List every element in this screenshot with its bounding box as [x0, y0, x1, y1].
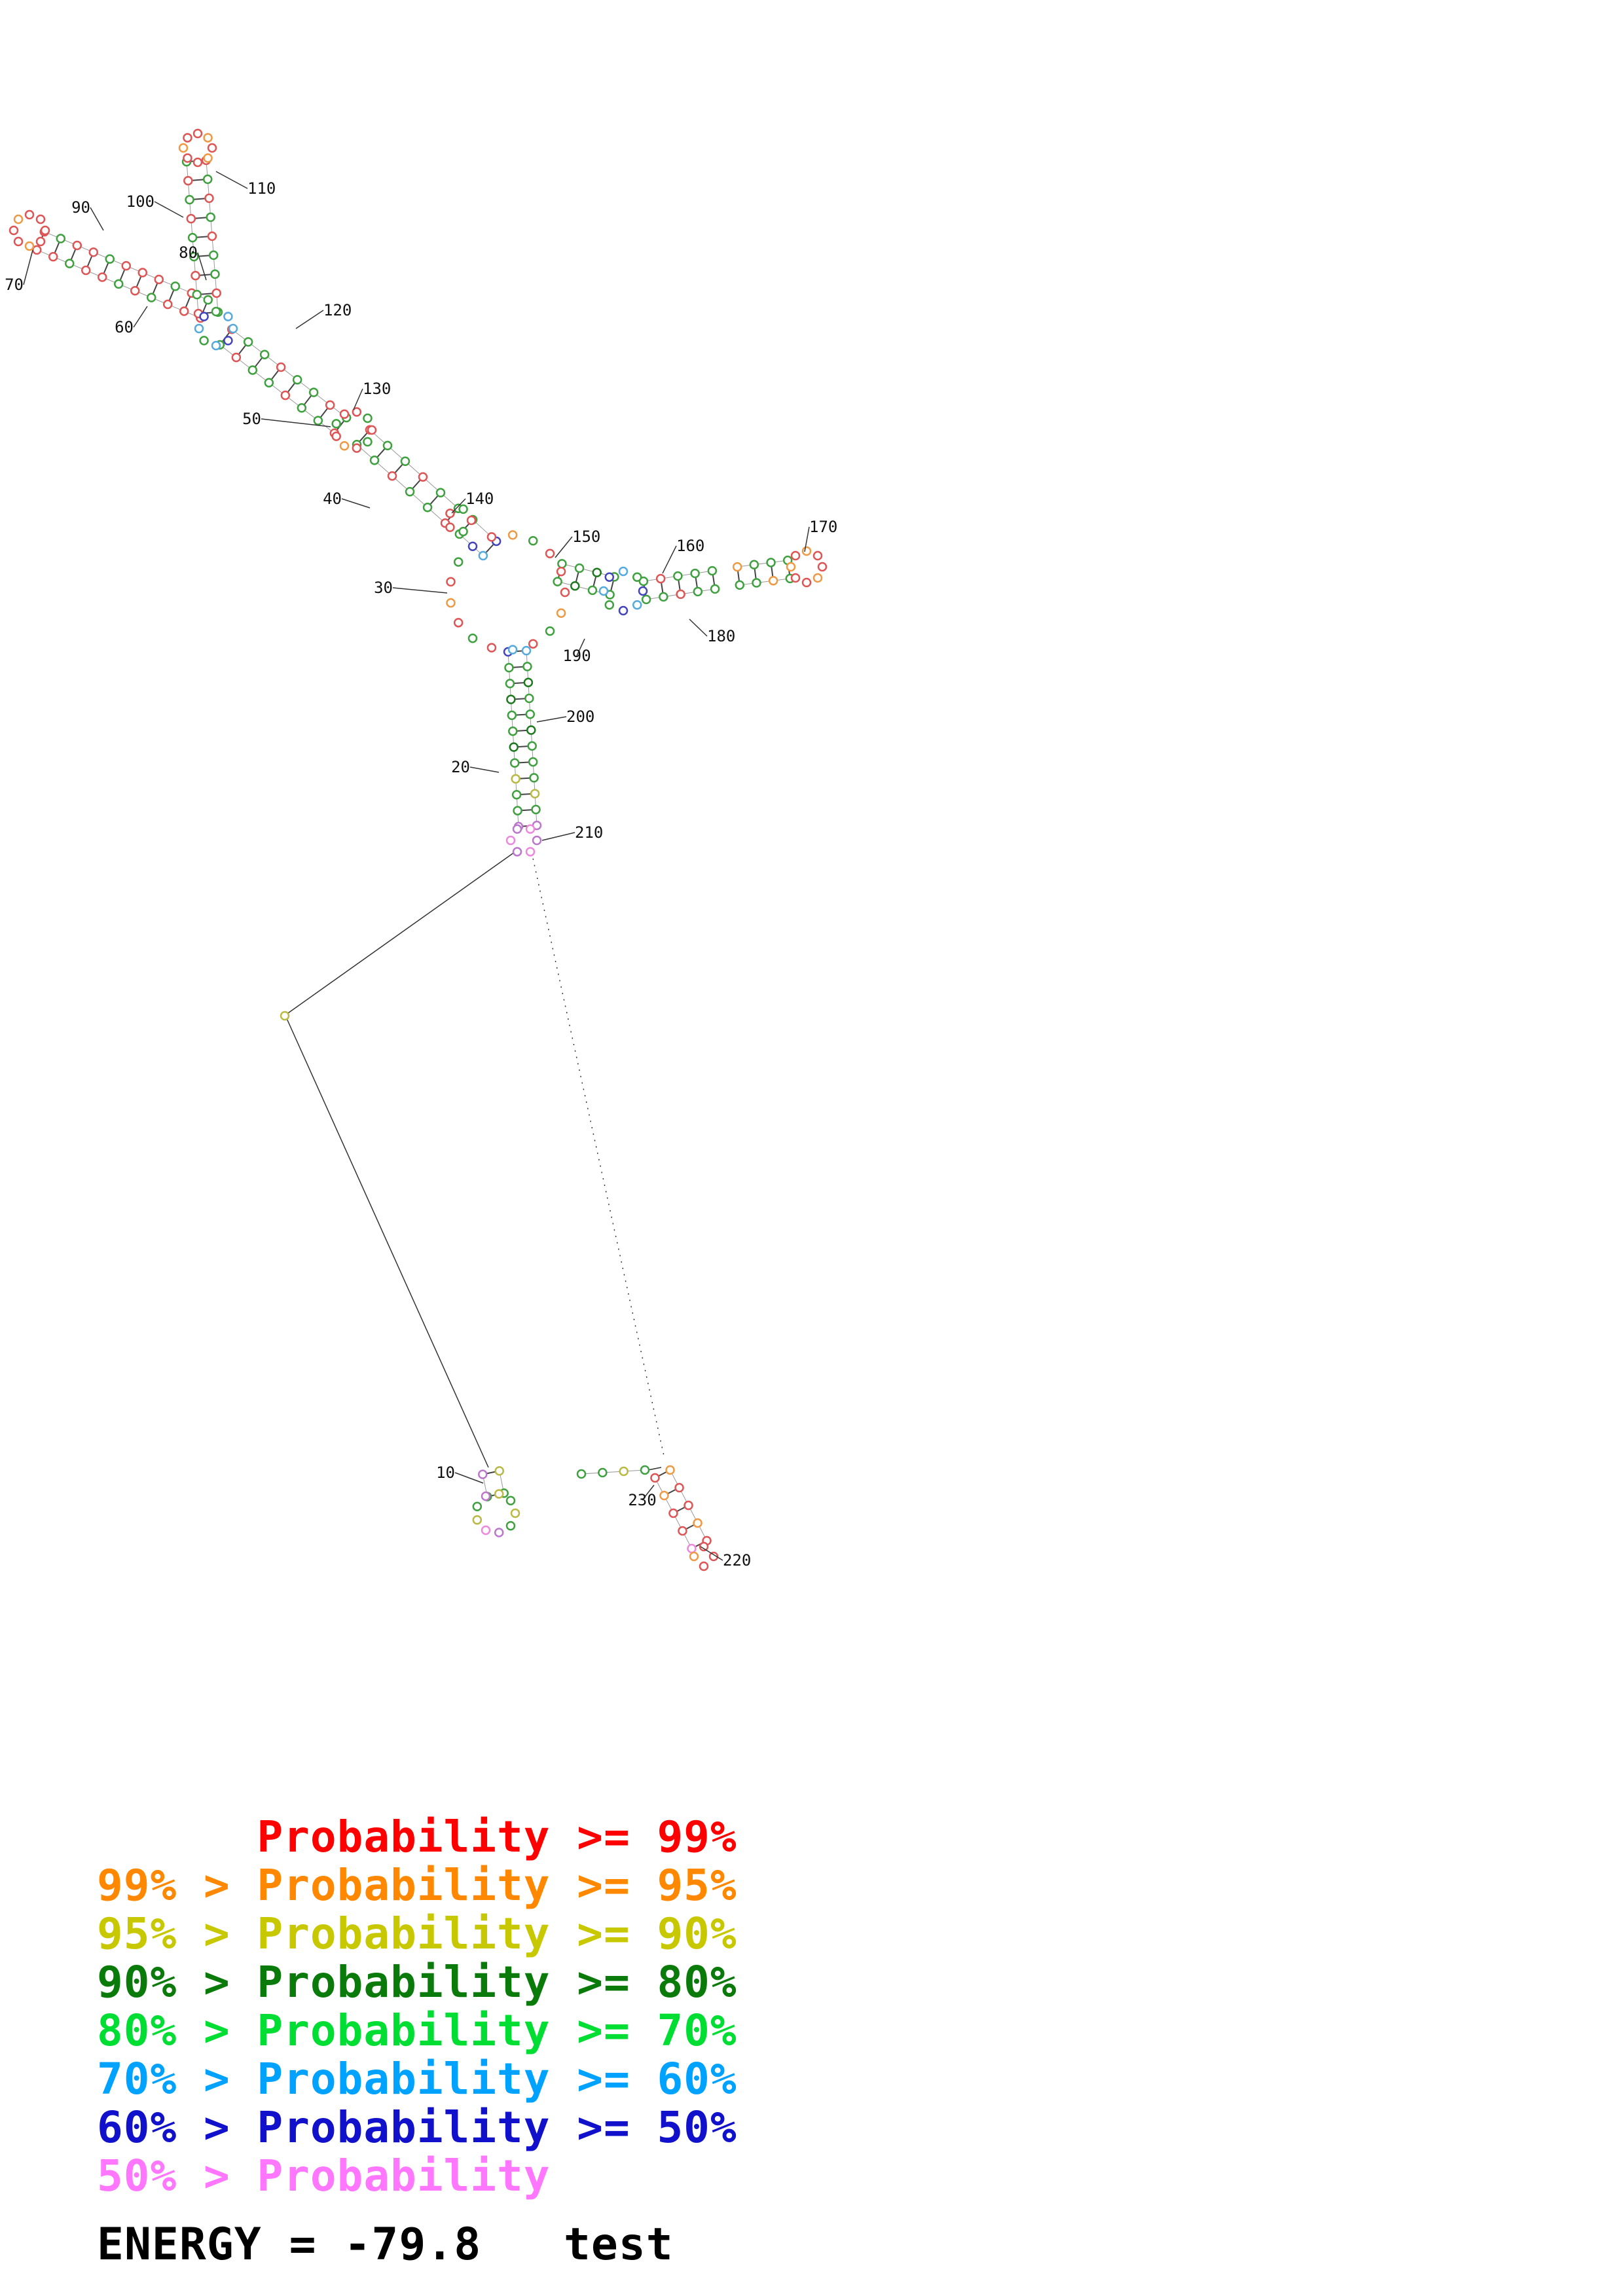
nucleotide-number-label: 150 — [572, 528, 600, 546]
nucleotide-number-label: 30 — [374, 579, 393, 597]
nucleotide-number-label: 190 — [562, 647, 591, 665]
nucleotide-number-label: 90 — [71, 198, 90, 217]
nucleotide-number-label: 140 — [465, 490, 494, 508]
nucleotide-number-label: 120 — [323, 301, 352, 319]
nucleotide-number-label: 20 — [451, 758, 470, 776]
probability-legend: Probability >= 99% 99% > Probability >= 9… — [97, 1813, 737, 2200]
legend-row-5: 70% > Probability >= 60% — [97, 2054, 737, 2104]
legend-row-4: 80% > Probability >= 70% — [97, 2005, 737, 2056]
loop-nucleotides — [9, 128, 828, 1571]
helix-ladders — [31, 155, 795, 1554]
single-strands — [280, 1011, 650, 1479]
energy-label: ENERGY = -79.8 test — [97, 2219, 674, 2270]
nucleotide-number-label: 50 — [242, 410, 261, 428]
nucleotide-number-label: 210 — [575, 823, 603, 842]
legend-row-2: 95% > Probability >= 90% — [97, 1909, 737, 1959]
legend-row-3: 90% > Probability >= 80% — [97, 1957, 737, 2007]
nucleotide-number-label: 100 — [126, 192, 155, 211]
legend-row-1: 99% > Probability >= 95% — [97, 1860, 737, 1910]
nucleotide-number-label: 160 — [676, 537, 704, 555]
position-labels: 10 20 30 40 50 60 70 80 90 100 110 120 130 140 150 160 1… — [5, 171, 837, 1570]
connector-lines — [285, 852, 665, 1471]
nucleotide-number-label: 80 — [179, 243, 198, 262]
nucleotide-number-label: 200 — [566, 708, 594, 726]
nucleotide-number-label: 170 — [809, 518, 837, 536]
nucleotide-number-label: 70 — [5, 276, 24, 294]
nucleotide-number-label: 40 — [323, 490, 342, 508]
nucleotide-number-label: 110 — [247, 179, 276, 198]
nucleotide-number-label: 60 — [115, 318, 134, 336]
nucleotide-number-label: 180 — [707, 627, 735, 645]
nucleotide-number-label: 130 — [363, 380, 391, 398]
legend-row-0: Probability >= 99% — [97, 1812, 737, 1862]
nucleotide-number-label: 10 — [436, 1463, 455, 1482]
legend-row-6: 60% > Probability >= 50% — [97, 2102, 737, 2153]
legend-row-7: 50% > Probability — [97, 2151, 551, 2201]
nucleotide-number-label: 220 — [723, 1551, 751, 1570]
nucleotide-number-label: 230 — [628, 1491, 656, 1509]
